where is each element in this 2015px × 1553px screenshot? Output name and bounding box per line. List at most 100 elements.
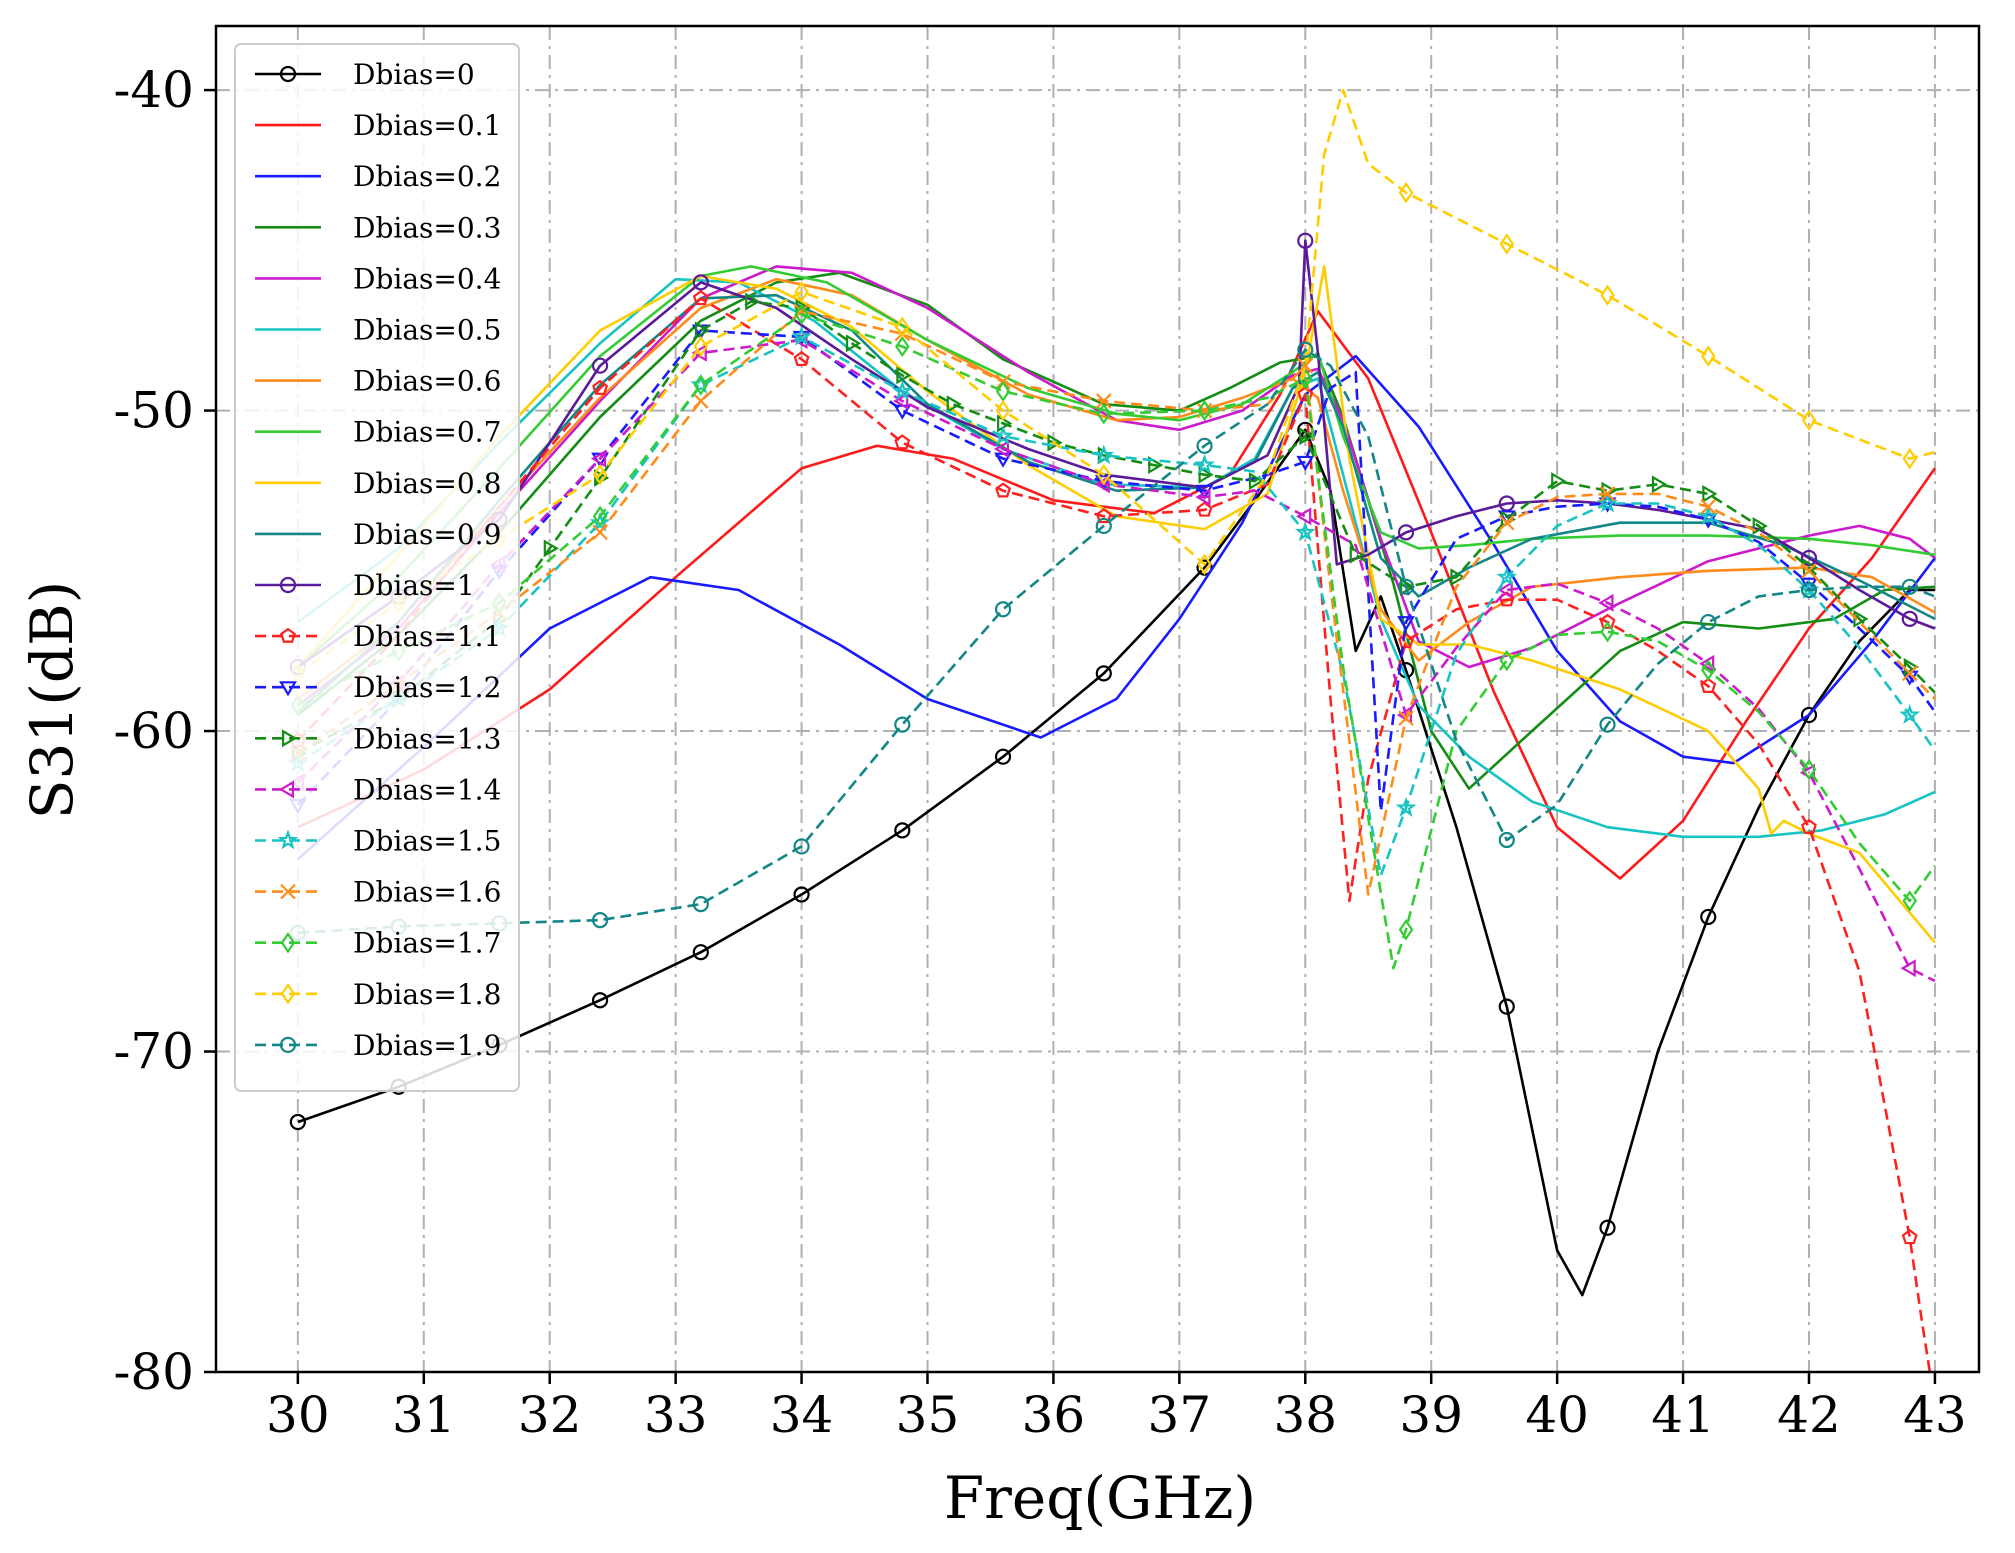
legend-entry: Dbias=1.5 (255, 825, 501, 858)
data-point-marker (895, 316, 910, 338)
y-axis-title: S31(dB) (18, 581, 86, 820)
series-Dbias=0.9 (297, 293, 1936, 713)
data-point-marker (994, 748, 1012, 765)
data-point-marker (895, 335, 910, 358)
data-point-marker (1598, 593, 1614, 612)
data-point-marker (791, 325, 812, 346)
data-point-marker (894, 434, 911, 450)
legend-marker (279, 65, 297, 83)
data-point-marker (693, 393, 709, 409)
data-point-marker (1551, 472, 1567, 490)
data-point-marker (1599, 716, 1616, 733)
x-marker-stroke (1498, 514, 1515, 531)
legend-label: Dbias=0.7 (353, 416, 501, 449)
series-line (297, 271, 1935, 790)
data-point-marker (1096, 393, 1112, 409)
data-point-marker (591, 992, 609, 1009)
data-point-marker (1800, 549, 1818, 567)
data-point-marker (994, 601, 1012, 618)
data-point-marker (1096, 403, 1112, 425)
data-point-marker (1901, 610, 1918, 627)
legend-label: Dbias=1.7 (353, 927, 501, 960)
legend-entry: Dbias=1.8 (255, 978, 501, 1011)
legend-marker (279, 1036, 297, 1054)
data-point-marker (794, 303, 809, 326)
data-point-marker (1702, 484, 1718, 503)
data-point-marker (1197, 553, 1212, 576)
legend-marker (280, 931, 296, 954)
x-marker-stroke (280, 883, 296, 900)
data-point-marker (1901, 578, 1918, 595)
legend-entry: Dbias=1.9 (255, 1029, 501, 1062)
data-point-marker (1093, 444, 1115, 465)
x-tick-label: 35 (896, 1386, 960, 1444)
x-tick-label: 34 (770, 1386, 834, 1444)
data-point-marker (543, 539, 559, 558)
legend-label: Dbias=1.2 (353, 671, 501, 704)
data-point-marker (894, 822, 911, 839)
data-point-marker (1651, 475, 1668, 494)
data-point-marker (1801, 409, 1817, 431)
data-point-marker (692, 274, 709, 291)
data-point-marker (1902, 447, 1918, 470)
data-point-marker (1801, 758, 1817, 781)
data-point-marker (1397, 578, 1415, 595)
data-point-marker (1599, 486, 1616, 502)
x-tick-label: 33 (644, 1386, 708, 1444)
x-marker-stroke (1801, 563, 1817, 579)
data-point-marker (693, 374, 709, 396)
legend-label: Dbias=0.4 (353, 262, 501, 295)
y-tick-label: -80 (113, 1343, 194, 1401)
legend-marker (280, 627, 296, 643)
series-Dbias=0.7 (297, 265, 1936, 668)
series-line (296, 338, 1936, 983)
data-point-marker (1296, 455, 1315, 472)
y-tick-label: -60 (113, 702, 194, 760)
x-axis-title: Freq(GHz) (944, 1464, 1256, 1532)
legend-label: Dbias=0.5 (353, 314, 501, 347)
data-point-marker (1294, 521, 1316, 542)
legend-label: Dbias=1.9 (353, 1029, 501, 1062)
data-point-marker (1297, 341, 1314, 358)
x-marker-stroke (1901, 665, 1918, 682)
data-point-marker (1197, 399, 1212, 422)
x-tick-label: 37 (1148, 1386, 1212, 1444)
data-point-marker (845, 334, 862, 353)
data-point-marker (1296, 507, 1312, 526)
legend-label: Dbias=1.6 (353, 876, 501, 909)
data-point-marker (1196, 402, 1213, 419)
data-point-marker (1297, 357, 1314, 374)
data-point-marker (1395, 797, 1417, 817)
x-tick-label: 32 (518, 1386, 582, 1444)
series-line (296, 265, 1936, 944)
x-tick-label: 31 (392, 1386, 456, 1444)
data-point-marker (1599, 613, 1616, 629)
data-point-marker (1397, 616, 1415, 632)
legend: Dbias=0 Dbias=0.1 Dbias=0.2 Dbias=0.3 Dbias=… (234, 43, 520, 1092)
series-line (297, 348, 1936, 935)
legend-entry: Dbias=0.3 (255, 211, 501, 244)
legend-entry: Dbias=1 (255, 569, 475, 602)
x-marker-stroke (1297, 357, 1314, 374)
data-point-marker (793, 838, 810, 855)
legend-marker (280, 883, 296, 900)
data-point-marker (1194, 454, 1215, 474)
data-point-marker (1398, 919, 1414, 941)
series-line (297, 313, 1936, 970)
data-point-marker (592, 379, 609, 395)
series-line (297, 335, 1936, 877)
data-point-marker (1600, 284, 1615, 306)
data-point-marker (1497, 581, 1513, 599)
data-point-marker (1801, 818, 1817, 834)
x-tick-label: 39 (1399, 1386, 1463, 1444)
data-point-marker (995, 399, 1011, 422)
x-tick-label: 41 (1651, 1386, 1715, 1444)
x-marker-stroke (592, 524, 608, 541)
series-line (297, 300, 1936, 755)
data-point-marker (946, 395, 962, 414)
data-point-marker (992, 425, 1014, 446)
data-point-marker (692, 290, 709, 306)
legend-entry: Dbias=1.2 (255, 671, 501, 704)
y-tick-label: -40 (113, 61, 194, 119)
legend-label: Dbias=1 (353, 569, 475, 602)
